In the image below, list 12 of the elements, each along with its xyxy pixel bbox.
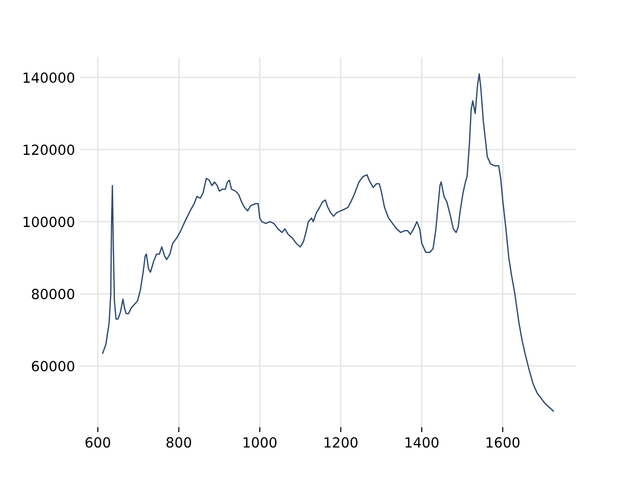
x-tick-label: 1600: [486, 437, 520, 448]
x-tick-label: 1400: [406, 437, 438, 448]
line-series: [102, 73, 554, 412]
x-tick-label: 1000: [244, 437, 277, 448]
y-tick-label: 120000: [24, 144, 74, 156]
y-tick-label: 80000: [32, 288, 74, 300]
x-tick-label: 600: [86, 437, 110, 448]
y-tick-label: 140000: [24, 72, 74, 83]
y-tick-label: 60000: [32, 360, 74, 372]
y-tick-label: 100000: [24, 216, 74, 228]
x-tick-label: 800: [166, 437, 192, 448]
x-tick-label: 1200: [324, 437, 358, 448]
